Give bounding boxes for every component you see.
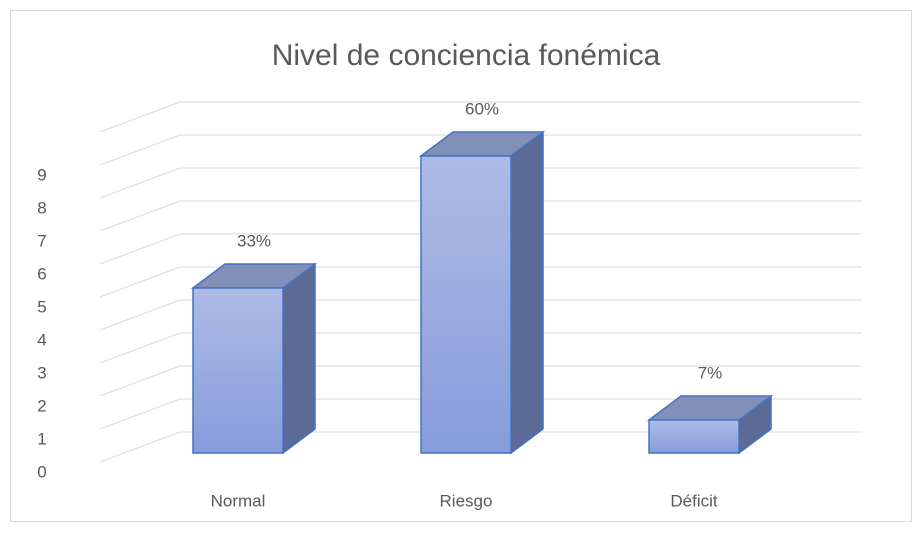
data-label: 33%	[237, 231, 271, 250]
data-label: 60%	[465, 99, 499, 118]
x-tick-label: Riesgo	[440, 491, 493, 510]
bar	[648, 419, 740, 454]
grid-line-side	[99, 332, 181, 364]
grid-line-side	[99, 398, 181, 430]
grid-line-side	[99, 134, 181, 166]
grid-line-side	[99, 299, 181, 331]
y-tick-label: 2	[37, 396, 46, 415]
y-tick-label: 6	[37, 264, 46, 283]
grid-line-side	[99, 233, 181, 265]
grid-line-side	[99, 266, 181, 298]
y-tick-label: 0	[37, 462, 46, 481]
x-tick-label: Déficit	[670, 491, 718, 510]
x-tick-label: Normal	[211, 491, 266, 510]
chart-title: Nivel de conciencia fonémica	[272, 39, 661, 72]
y-tick-label: 9	[37, 165, 46, 184]
grid-line-side	[99, 200, 181, 232]
y-tick-label: 8	[37, 198, 46, 217]
grid-line-side	[99, 365, 181, 397]
y-tick-label: 3	[37, 363, 46, 382]
grid-line-side	[99, 431, 181, 463]
y-tick-label: 5	[37, 297, 46, 316]
bar-side	[510, 130, 544, 455]
grid-line-side	[99, 167, 181, 199]
bar-side	[282, 262, 316, 455]
grid-line-top-side	[99, 101, 181, 133]
bar	[192, 287, 284, 454]
bar	[420, 155, 512, 454]
data-label: 7%	[698, 363, 723, 382]
y-tick-label: 7	[37, 231, 46, 250]
y-tick-label: 1	[37, 429, 46, 448]
y-tick-label: 4	[37, 330, 46, 349]
